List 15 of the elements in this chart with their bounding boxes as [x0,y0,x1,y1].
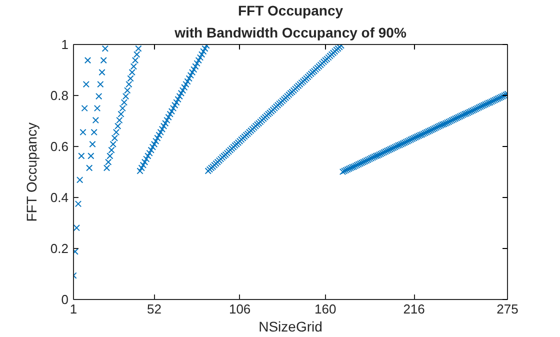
y-tick-label: 0.8 [50,88,69,103]
y-tick-label: 0 [61,292,69,307]
y-tick-label: 0.4 [50,190,69,205]
y-tick-label: 0.6 [50,139,69,154]
y-tick-label: 1 [61,37,69,52]
x-tick-label: 216 [403,302,425,316]
x-tick-label: 160 [314,302,336,316]
chart-title: FFT Occupancy [238,2,344,18]
x-axis-title: NSizeGrid [258,318,322,334]
chart-subtitle: with Bandwidth Occupancy of 90% [174,24,407,40]
y-tick-label: 0.2 [50,241,69,256]
y-axis-title: FFT Occupancy [23,122,40,222]
x-tick-label: 106 [228,302,251,316]
x-tick-label: 52 [147,302,162,316]
x-tick-label: 275 [496,302,518,316]
